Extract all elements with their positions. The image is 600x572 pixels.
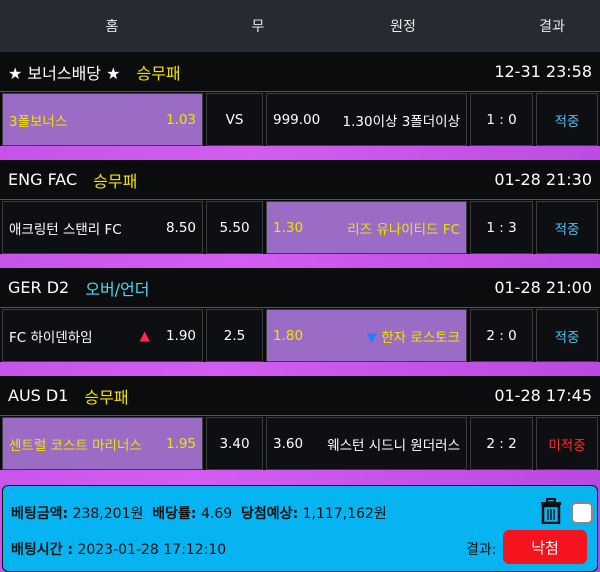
home-team: 센트럴 코스트 마리너스 [9, 437, 142, 454]
bet-amount-label: 베팅금액: [11, 506, 69, 522]
result-badge: 낙첨 [503, 530, 587, 564]
game-row: 3폴보너스 1.03 VS 999.00 1.30이상 3폴더이상 1 : 0 … [0, 91, 600, 146]
away-wrap: ▼ 한자 로스토크 [313, 326, 461, 346]
draw-cell[interactable]: 5.50 [206, 201, 263, 254]
away-team: 한자 로스토크 [381, 329, 460, 346]
home-team: FC 하이덴하임 [9, 329, 93, 346]
game-section: ★ 보너스배당 ★ 승무패 12-31 23:58 3폴보너스 1.03 VS … [0, 52, 600, 146]
league-name: ENG FAC [8, 170, 78, 189]
game-header: ENG FAC 승무패 01-28 21:30 [0, 160, 600, 199]
market-type: 승무패 [93, 171, 138, 191]
away-team: 웨스턴 시드니 원더러스 [327, 437, 460, 454]
result-status: 적중 [536, 309, 598, 362]
away-wrap: 1.30이상 3폴더이상 [330, 110, 460, 130]
game-header: AUS D1 승무패 01-28 17:45 [0, 376, 600, 415]
bet-time: 배팅시간 : 2023-01-28 17:12:10 [11, 539, 226, 559]
result-status: 미적중 [536, 417, 598, 470]
header-draw: 무 [251, 19, 265, 35]
draw-cell[interactable]: 2.5 [206, 309, 263, 362]
time-label: 배팅시간 : [11, 542, 73, 558]
home-cell[interactable]: 3폴보너스 1.03 [2, 93, 203, 146]
down-arrow-icon: ▼ [366, 329, 377, 346]
score: 1 : 3 [470, 201, 533, 254]
select-checkbox[interactable] [571, 502, 593, 524]
away-cell[interactable]: 999.00 1.30이상 3폴더이상 [266, 93, 467, 146]
league-name: ★ 보너스배당 ★ [8, 63, 121, 83]
home-team: 3폴보너스 [9, 113, 68, 130]
away-team: 1.30이상 3폴더이상 [342, 113, 460, 130]
away-cell[interactable]: 1.80 ▼ 한자 로스토크 [266, 309, 467, 362]
result-label: 결과: [466, 542, 497, 558]
away-odds: 3.60 [273, 435, 304, 452]
result-status: 적중 [536, 201, 598, 254]
away-wrap: 웨스턴 시드니 원더러스 [313, 434, 460, 454]
header-result: 결과 [539, 19, 565, 35]
home-odds: 1.03 [165, 111, 196, 128]
game-datetime: 01-28 21:30 [494, 170, 592, 189]
market-type: 오버/언더 [85, 279, 150, 299]
league-name: GER D2 [8, 278, 70, 297]
result-status: 적중 [536, 93, 598, 146]
bet-info: 베팅금액: 238,201원 배당률: 4.69 당첨예상: 1,117,162… [11, 503, 387, 523]
away-cell[interactable]: 3.60 웨스턴 시드니 원더러스 [266, 417, 467, 470]
away-team: 리즈 유나이티드 FC [347, 221, 460, 238]
game-datetime: 01-28 21:00 [494, 278, 592, 297]
game-section: AUS D1 승무패 01-28 17:45 센트럴 코스트 마리너스 1.95… [0, 376, 600, 470]
home-odds: 8.50 [165, 219, 196, 236]
game-row: 애크링턴 스탠리 FC 8.50 5.50 1.30 리즈 유나이티드 FC 1… [0, 199, 600, 254]
game-section: GER D2 오버/언더 01-28 21:00 FC 하이덴하임 ▲ 1.90… [0, 268, 600, 362]
market-type: 승무패 [84, 387, 129, 407]
game-section: ENG FAC 승무패 01-28 21:30 애크링턴 스탠리 FC 8.50… [0, 160, 600, 254]
game-header: ★ 보너스배당 ★ 승무패 12-31 23:58 [0, 52, 600, 91]
game-row: FC 하이덴하임 ▲ 1.90 2.5 1.80 ▼ 한자 로스토크 2 : 0… [0, 307, 600, 362]
game-header: GER D2 오버/언더 01-28 21:00 [0, 268, 600, 307]
away-cell[interactable]: 1.30 리즈 유나이티드 FC [266, 201, 467, 254]
trash-icon[interactable] [540, 498, 562, 524]
score: 2 : 0 [470, 309, 533, 362]
home-cell[interactable]: FC 하이덴하임 ▲ 1.90 [2, 309, 203, 362]
game-datetime: 01-28 17:45 [494, 386, 592, 405]
league-name: AUS D1 [8, 386, 69, 405]
odds-label: 배당률: [152, 506, 197, 522]
away-odds: 1.80 [273, 327, 304, 344]
score: 2 : 2 [470, 417, 533, 470]
time-value: 2023-01-28 17:12:10 [77, 542, 227, 558]
home-cell[interactable]: 센트럴 코스트 마리너스 1.95 [2, 417, 203, 470]
home-cell[interactable]: 애크링턴 스탠리 FC 8.50 [2, 201, 203, 254]
home-odds: 1.95 [165, 435, 196, 452]
draw-cell[interactable]: 3.40 [206, 417, 263, 470]
game-row: 센트럴 코스트 마리너스 1.95 3.40 3.60 웨스턴 시드니 원더러스… [0, 415, 600, 470]
score: 1 : 0 [470, 93, 533, 146]
expected-win: 1,117,162원 [302, 506, 387, 522]
header-home: 홈 [105, 19, 119, 35]
game-datetime: 12-31 23:58 [494, 62, 592, 81]
odds: 4.69 [200, 506, 233, 522]
away-odds: 999.00 [273, 111, 321, 128]
away-odds: 1.30 [273, 219, 304, 236]
bet-amount: 238,201원 [72, 506, 144, 522]
home-team: 애크링턴 스탠리 FC [9, 221, 122, 238]
market-type: 승무패 [136, 63, 181, 83]
up-arrow-icon: ▲ [139, 327, 150, 344]
expected-label: 당첨예상: [241, 506, 299, 522]
column-header: 홈 무 원정 결과 [0, 0, 600, 52]
header-away: 원정 [390, 19, 416, 35]
bet-summary: 베팅금액: 238,201원 배당률: 4.69 당첨예상: 1,117,162… [2, 485, 598, 572]
home-odds: 1.90 [165, 327, 196, 344]
draw-cell[interactable]: VS [206, 93, 263, 146]
away-wrap: 리즈 유나이티드 FC [313, 218, 460, 238]
